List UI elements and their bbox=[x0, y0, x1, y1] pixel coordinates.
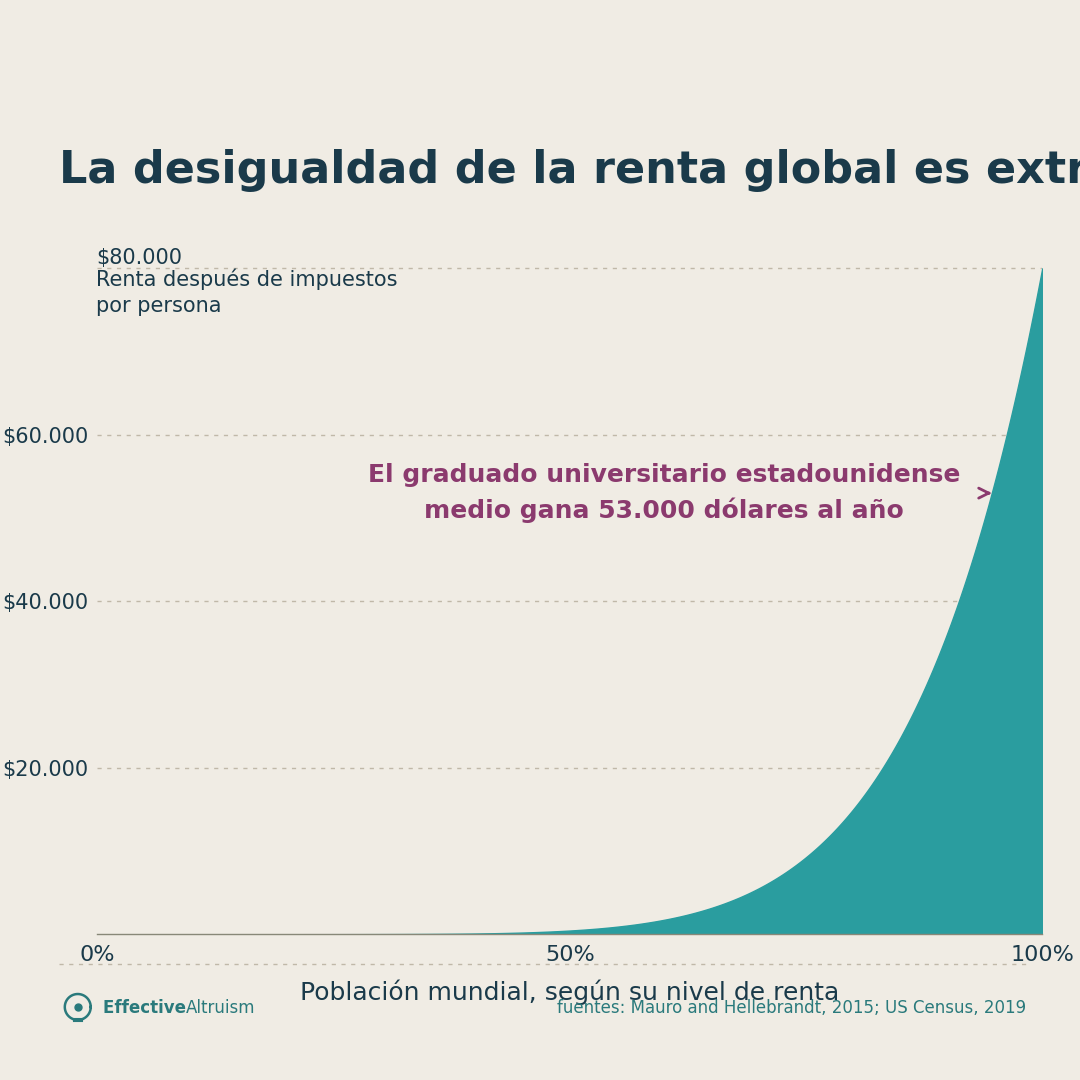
Text: $80.000: $80.000 bbox=[96, 248, 183, 269]
Text: Effective: Effective bbox=[103, 999, 191, 1016]
X-axis label: Población mundial, según su nivel de renta: Población mundial, según su nivel de ren… bbox=[300, 980, 839, 1004]
Text: fuentes: Mauro and Hellebrandt, 2015; US Census, 2019: fuentes: Mauro and Hellebrandt, 2015; US… bbox=[557, 999, 1026, 1016]
Text: El graduado universitario estadounidense
medio gana 53.000 dólares al año: El graduado universitario estadounidense… bbox=[368, 463, 960, 523]
Text: Altruism: Altruism bbox=[186, 999, 255, 1016]
Text: Renta después de impuestos
por persona: Renta después de impuestos por persona bbox=[96, 269, 397, 316]
Text: La desigualdad de la renta global es extrema: La desigualdad de la renta global es ext… bbox=[59, 149, 1080, 192]
